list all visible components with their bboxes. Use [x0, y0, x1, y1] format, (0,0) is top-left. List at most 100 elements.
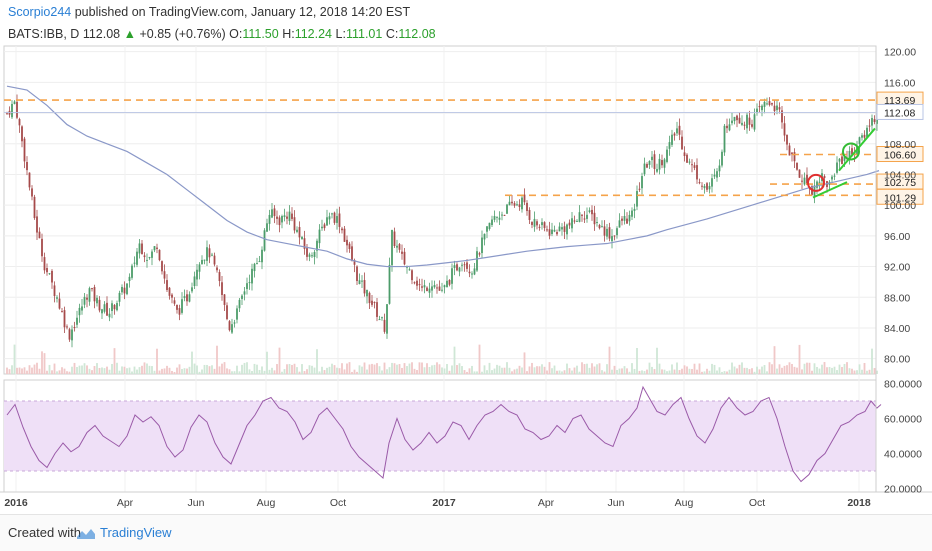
candle-body [713, 174, 716, 177]
volume-bar [608, 346, 611, 374]
candle-body [133, 262, 136, 264]
open-label: O: [229, 27, 243, 41]
candle-body [626, 218, 628, 224]
volume-bar [676, 362, 678, 374]
candle-body [618, 220, 621, 228]
time-tick-label: Apr [117, 497, 134, 509]
trendline [812, 181, 848, 199]
volume-bar [358, 365, 361, 374]
candle-body [348, 243, 351, 249]
candle-body [191, 287, 193, 292]
volume-bar [238, 371, 241, 374]
volume-bar [561, 371, 563, 374]
price-tick-label: 84.00 [884, 323, 910, 335]
candle-body [63, 310, 66, 328]
symbol-label: BATS:IBB, D [8, 27, 80, 41]
volume-bar [438, 364, 441, 374]
volume-bar [338, 368, 341, 374]
candle-body [368, 292, 371, 304]
volume-bar [591, 363, 593, 374]
volume-bar [751, 368, 753, 374]
candle-body [661, 160, 663, 166]
candle-body [91, 288, 93, 290]
volume-bar [521, 367, 523, 374]
volume-bar [838, 364, 841, 374]
volume-bar [273, 370, 276, 374]
volume-bar [646, 369, 648, 374]
marker-circle [842, 142, 860, 161]
volume-bar [148, 365, 151, 374]
candle-body [766, 103, 768, 105]
rsi-grid [4, 400, 876, 472]
candle-body [546, 229, 548, 231]
candle-body [668, 142, 671, 149]
candle-body [616, 228, 618, 236]
candle-body [148, 257, 151, 259]
candle-body [343, 228, 346, 242]
volume-bar [308, 365, 311, 374]
candle-body [588, 210, 591, 212]
volume-bar [311, 365, 313, 374]
candle-body [458, 267, 461, 272]
volume-bar [763, 365, 766, 374]
volume-bar [376, 363, 378, 374]
candle-body [833, 175, 836, 177]
author-link[interactable]: Scorpio244 [8, 5, 72, 19]
tradingview-logo-icon [77, 529, 95, 539]
candle-body [113, 305, 116, 310]
candle-body [456, 264, 458, 271]
volume-bar [798, 344, 801, 374]
candle-body [711, 178, 713, 187]
volume-bar [218, 366, 221, 374]
candle-body [851, 148, 853, 155]
volume-bar [341, 363, 343, 374]
tradingview-brand-link[interactable]: TradingView [100, 525, 172, 540]
candle-body [296, 229, 298, 232]
volume-bar [93, 366, 96, 374]
candle-body [623, 215, 626, 221]
candle-body [111, 303, 113, 311]
volume-bar [621, 368, 623, 374]
publish-info: published on TradingView.com, January 12… [74, 5, 411, 19]
candle-body [273, 208, 276, 217]
candle-body [836, 162, 838, 173]
volume-bar [773, 346, 776, 374]
candle-body [186, 294, 188, 302]
candle-body [498, 217, 501, 220]
volume-bar [351, 371, 353, 374]
volume-bar [768, 362, 771, 374]
volume-bar [531, 362, 533, 374]
candle-body [651, 156, 653, 161]
candle-body [598, 225, 601, 229]
candle-body [691, 164, 693, 166]
candle-body [743, 124, 746, 126]
volume-bar [161, 368, 163, 374]
volume-bar [231, 371, 233, 374]
candle-body [596, 222, 598, 224]
volume-bar [651, 366, 653, 374]
candle-body [716, 171, 718, 178]
candle-body [566, 224, 568, 235]
moving-average-line [6, 85, 880, 268]
volume-bar [861, 369, 863, 374]
volume-bar [738, 364, 741, 374]
volume-bar [696, 369, 698, 374]
candle-body [21, 126, 23, 142]
candle-body [231, 324, 233, 333]
candle-body [253, 263, 256, 272]
volume-bar [626, 368, 628, 374]
candle-body [18, 119, 21, 126]
volume-bar [771, 364, 773, 374]
volume-bar [451, 365, 453, 374]
volume-bar [868, 369, 871, 374]
volume-bar [256, 364, 258, 374]
created-with-label: Created with [8, 525, 81, 540]
candle-body [736, 115, 738, 121]
candle-body [786, 134, 788, 145]
candle-body [441, 289, 443, 291]
volume-bar [828, 366, 831, 374]
volume-bar [221, 363, 223, 374]
volume-bar [223, 362, 226, 374]
